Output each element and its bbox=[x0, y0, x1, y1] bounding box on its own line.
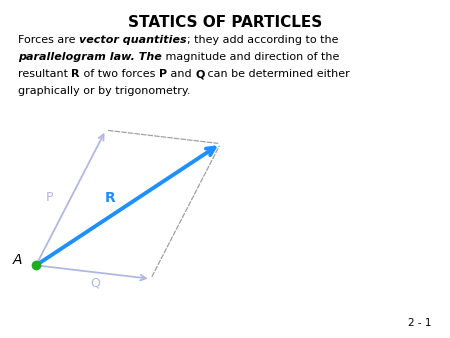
Text: resultant: resultant bbox=[18, 69, 72, 79]
Text: Forces are: Forces are bbox=[18, 35, 79, 46]
Text: P: P bbox=[159, 69, 167, 79]
Text: graphically or by trigonometry.: graphically or by trigonometry. bbox=[18, 86, 190, 96]
Text: Q: Q bbox=[195, 69, 204, 79]
Text: Q: Q bbox=[91, 276, 100, 289]
Text: magnitude and direction of the: magnitude and direction of the bbox=[162, 52, 339, 63]
Text: of two forces: of two forces bbox=[80, 69, 159, 79]
Text: P: P bbox=[45, 191, 53, 204]
Text: parallelogram law. The: parallelogram law. The bbox=[18, 52, 162, 63]
Text: A: A bbox=[12, 253, 22, 267]
Text: and: and bbox=[167, 69, 195, 79]
Text: R: R bbox=[105, 191, 116, 206]
Text: vector quantities: vector quantities bbox=[79, 35, 187, 46]
Text: 2 - 1: 2 - 1 bbox=[409, 318, 432, 328]
Text: ; they add according to the: ; they add according to the bbox=[187, 35, 338, 46]
Text: can be determined either: can be determined either bbox=[204, 69, 350, 79]
Text: R: R bbox=[72, 69, 80, 79]
Text: STATICS OF PARTICLES: STATICS OF PARTICLES bbox=[128, 15, 322, 30]
